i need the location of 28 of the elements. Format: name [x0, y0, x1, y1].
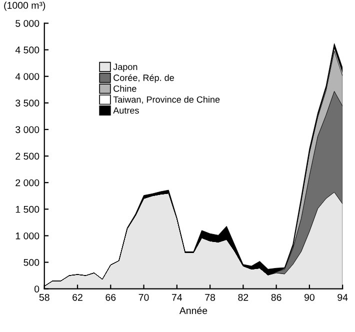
- legend-label: Autres: [113, 107, 139, 114]
- x-tick-label: 62: [72, 294, 82, 301]
- y-tick-label: 1 500: [16, 206, 40, 213]
- y-tick-label: 2 500: [16, 152, 40, 160]
- y-tick-label: 4 000: [15, 73, 40, 80]
- y-tick-label: 3 000: [16, 126, 40, 134]
- x-tick-label: 94: [338, 294, 348, 301]
- x-tick-label: 90: [304, 294, 314, 301]
- legend-label: Taiwan, Province de Chine: [113, 96, 220, 104]
- y-axis-title: (1000 m³): [4, 2, 46, 11]
- x-tick-label: 74: [172, 294, 182, 301]
- x-axis-title: Année: [179, 306, 208, 314]
- legend-label: Corée, Rép. de: [114, 74, 174, 83]
- legend-label: Chine: [114, 85, 136, 92]
- x-tick-label: 82: [238, 294, 248, 301]
- y-tick-label: 5 000: [16, 20, 40, 27]
- legend-label: Japon: [113, 64, 138, 72]
- x-tick-label: 86: [271, 294, 282, 301]
- y-tick-label: 1 000: [16, 232, 40, 240]
- x-tick-label: 66: [106, 294, 116, 301]
- y-tick-label: 4 500: [15, 46, 40, 54]
- y-tick-label: 2 000: [16, 179, 40, 186]
- x-tick-label: 58: [39, 294, 50, 301]
- y-tick-label: 500: [24, 259, 40, 266]
- y-tick-label: 3 500: [16, 100, 40, 107]
- y-tick-label: 0: [34, 286, 40, 292]
- x-tick-label: 70: [138, 294, 149, 301]
- x-tick-label: 78: [205, 294, 216, 301]
